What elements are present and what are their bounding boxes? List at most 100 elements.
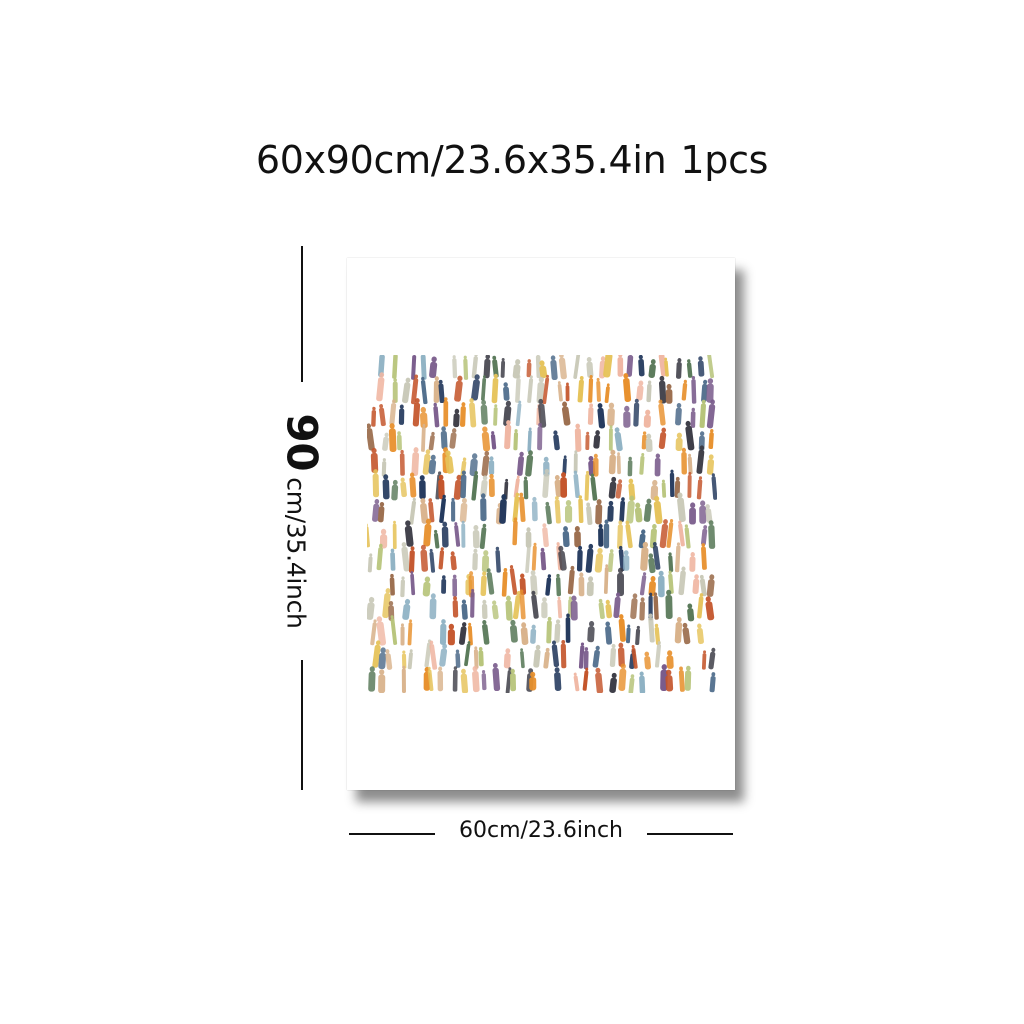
crowd-figure — [708, 647, 716, 670]
crowd-figure — [481, 375, 487, 401]
crowd-figure — [592, 645, 600, 668]
crowd-figure — [609, 672, 617, 693]
crowd-figure — [429, 593, 437, 620]
crowd-figure — [411, 447, 420, 477]
crowd-figure — [537, 422, 543, 451]
crowd-figure — [578, 572, 585, 597]
crowd-figure — [554, 475, 563, 497]
crowd-figure — [367, 553, 373, 573]
crowd-figure — [705, 596, 715, 621]
crowd-figure — [701, 543, 707, 570]
crowd-figure — [668, 570, 674, 594]
crowd-figure — [495, 546, 501, 573]
crowd-figure — [661, 479, 667, 498]
width-line-left — [349, 833, 435, 835]
crowd-figure — [554, 619, 561, 643]
crowd-figure — [641, 431, 647, 450]
crowd-figure — [471, 471, 479, 501]
crowd-figure — [706, 574, 715, 597]
crowd-figure — [372, 469, 380, 498]
crowd-figure — [513, 429, 519, 451]
product-title: 60x90cm/23.6x35.4in 1pcs — [0, 138, 1024, 182]
crowd-figure — [578, 495, 584, 524]
crowd-figure — [472, 665, 480, 693]
crowd-figure — [439, 494, 446, 523]
crowd-figure — [709, 672, 716, 693]
crowd-figure — [706, 378, 714, 403]
crowd-figure — [711, 473, 717, 500]
crowd-figure — [623, 373, 632, 402]
crowd-figure — [370, 619, 377, 646]
crowd-figure — [503, 648, 511, 669]
crowd-figure — [480, 399, 488, 425]
crowd-figure — [531, 590, 539, 619]
crowd-figure — [546, 616, 552, 644]
crowd-figure — [438, 474, 445, 500]
crowd-figure — [504, 420, 512, 450]
crowd-figure — [411, 374, 419, 405]
crowd-figure — [584, 470, 590, 501]
crowd-figure — [530, 624, 537, 644]
crowd-figure — [401, 542, 410, 572]
crowd-figure — [685, 420, 695, 451]
crowd-figure — [400, 623, 405, 646]
crowd-figure — [542, 468, 550, 498]
crowd-figure — [389, 399, 397, 425]
crowd-figure — [527, 375, 534, 403]
crowd-figure — [441, 575, 447, 594]
crowd-figure — [639, 671, 646, 693]
crowd-figure — [541, 597, 548, 619]
crowd-figure — [644, 651, 651, 670]
crowd-figure — [681, 447, 687, 475]
crowd-figure — [439, 619, 447, 645]
crowd-figure — [594, 547, 604, 573]
crowd-figure — [607, 549, 614, 573]
crowd-figure — [381, 458, 387, 477]
crowd-figure — [367, 523, 370, 548]
crowd-figure — [454, 375, 463, 402]
crowd-figure — [509, 668, 517, 692]
crowd-figure — [608, 425, 613, 451]
crowd-figure — [453, 474, 462, 500]
crowd-figure — [551, 640, 560, 668]
crowd-figure — [593, 453, 599, 477]
crowd-figure — [634, 502, 643, 523]
crowd-figure — [554, 496, 561, 524]
crowd-figure — [588, 375, 594, 403]
crowd-figure — [367, 596, 375, 620]
crowd-figure — [658, 427, 667, 449]
crowd-figure — [587, 403, 594, 425]
crowd-figure — [573, 355, 581, 379]
crowd-figure — [609, 643, 617, 668]
crowd-figure — [408, 546, 415, 573]
crowd-figure — [597, 403, 606, 429]
crowd-figure — [585, 431, 590, 451]
crowd-figure — [422, 576, 431, 597]
crowd-figure — [675, 403, 682, 426]
crowd-figure — [665, 383, 673, 404]
crowd-figure — [447, 623, 455, 646]
crowd-figure — [449, 428, 457, 449]
crowd-figure — [371, 406, 377, 427]
crowd-figure — [697, 593, 704, 619]
crowd-figure — [574, 423, 582, 452]
crowd-figure — [627, 456, 633, 477]
crowd-figure — [407, 649, 413, 670]
crowd-figure — [565, 382, 570, 402]
crowd-figure — [598, 598, 605, 619]
crowd-figure — [558, 355, 567, 380]
crowd-figure — [464, 641, 471, 667]
crowd-figure — [562, 455, 567, 475]
crowd-figure — [557, 596, 563, 619]
crowd-figure — [565, 500, 573, 523]
crowd-figure — [480, 493, 487, 522]
height-line-top — [301, 246, 303, 382]
crowd-figure — [376, 543, 383, 571]
crowd-figure — [540, 547, 547, 571]
crowd-figure — [519, 589, 526, 620]
crowd-figure — [574, 526, 581, 548]
crowd-figure — [603, 519, 610, 549]
crowd-figure — [472, 548, 478, 571]
crowd-figure — [665, 669, 674, 692]
crowd-figure — [536, 376, 545, 404]
